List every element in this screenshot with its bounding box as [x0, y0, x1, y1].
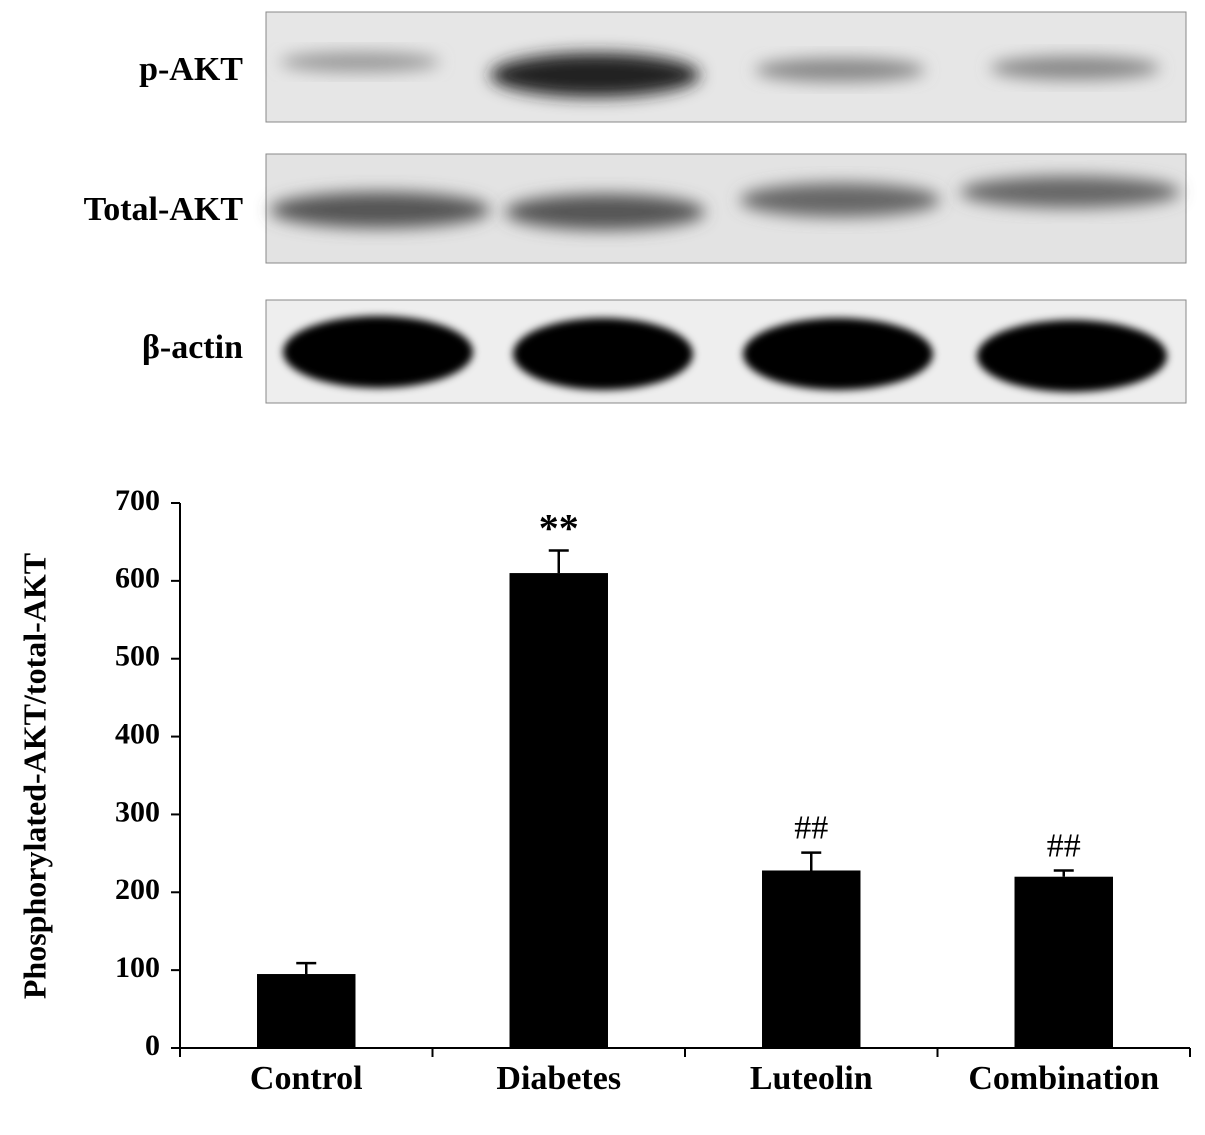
- error-bar: [296, 961, 317, 975]
- bar: [762, 870, 861, 1048]
- bar: [1014, 876, 1113, 1048]
- blot-band: [743, 318, 933, 390]
- blot-band: [755, 58, 925, 82]
- y-tick-label: 600: [115, 562, 160, 595]
- blot-band: [740, 183, 940, 217]
- blot-band: [960, 176, 1180, 208]
- blot-label: Total-AKT: [84, 191, 244, 228]
- blot-band: [280, 52, 440, 72]
- error-bar: [1053, 869, 1074, 877]
- y-tick-label: 0: [145, 1029, 160, 1062]
- x-tick-label: Control: [250, 1060, 363, 1097]
- y-tick-label: 200: [115, 873, 160, 906]
- blot-band: [505, 194, 705, 230]
- x-tick-label: Combination: [968, 1060, 1159, 1097]
- blot-band: [513, 318, 693, 390]
- annotation: **: [539, 506, 579, 551]
- y-tick-label: 400: [115, 717, 160, 750]
- blot-label: β-actin: [142, 329, 243, 366]
- blot-band: [283, 316, 473, 388]
- blot-band: [490, 53, 700, 97]
- error-bar: [801, 851, 822, 871]
- y-axis-label: Phosphorylated-AKT/total-AKT: [16, 553, 52, 999]
- blot-label: p-AKT: [139, 51, 243, 88]
- bar: [257, 974, 356, 1048]
- y-tick-label: 700: [115, 484, 160, 517]
- blot-band: [270, 192, 490, 228]
- blot-band: [990, 56, 1160, 80]
- y-tick-label: 100: [115, 951, 160, 984]
- annotation: ##: [1047, 827, 1081, 864]
- y-tick-label: 500: [115, 640, 160, 673]
- x-tick-label: Luteolin: [750, 1060, 873, 1097]
- y-tick-label: 300: [115, 795, 160, 828]
- x-tick-label: Diabetes: [496, 1060, 621, 1097]
- plot: 0 100 200 300 400 500 600 700 Control Diabetes Lut…: [115, 484, 1191, 1097]
- blot-band: [977, 320, 1167, 392]
- blot-panel: p-AKT Total-AKT β-actin: [84, 11, 1187, 404]
- bar: [509, 573, 608, 1048]
- annotation: ##: [794, 809, 828, 846]
- error-bar: [548, 549, 569, 574]
